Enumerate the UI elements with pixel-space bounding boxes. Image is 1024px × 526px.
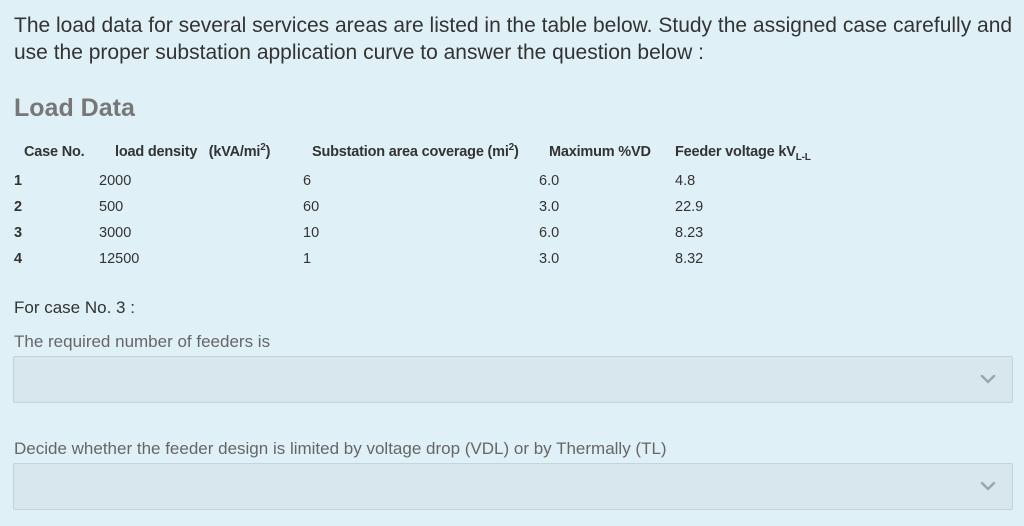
header-load-density-text: load density [115, 144, 198, 160]
question-limit-label: Decide whether the feeder design is limi… [14, 439, 667, 458]
header-coverage-sup: 2 [508, 142, 515, 154]
cell-feeder-voltage: 8.23 [675, 225, 704, 241]
header-feeder-voltage: Feeder voltage kVL-L [675, 144, 811, 163]
cell-feeder-voltage: 22.9 [675, 199, 704, 215]
cell-feeder-voltage: 4.8 [675, 173, 696, 189]
intro-line-1: The load data for several services areas… [14, 14, 1013, 37]
cell-max-vd: 6.0 [539, 173, 560, 189]
cell-load-density: 500 [99, 199, 124, 215]
header-feeder-voltage-sub: L-L [795, 151, 811, 163]
cell-load-density: 12500 [99, 251, 140, 267]
chevron-down-icon [980, 374, 996, 384]
header-coverage-close: ) [514, 144, 519, 160]
cell-coverage: 1 [303, 251, 312, 267]
cell-coverage: 10 [303, 225, 320, 241]
cell-max-vd: 3.0 [539, 251, 560, 267]
cell-case-no: 1 [14, 173, 23, 189]
header-load-density-close: ) [265, 144, 271, 160]
cell-max-vd: 3.0 [539, 199, 560, 215]
header-feeder-voltage-text: Feeder voltage kV [675, 144, 796, 160]
intro-line-2: use the proper substation application cu… [14, 41, 704, 64]
case-prompt: For case No. 3 : [14, 298, 135, 317]
section-title: Load Data [14, 94, 135, 122]
header-load-density-sup: 2 [260, 142, 266, 154]
header-load-density-unit: (kVA/mi [208, 144, 261, 160]
cell-load-density: 2000 [99, 173, 132, 189]
limit-select[interactable] [13, 463, 1013, 510]
header-case-no: Case No. [24, 144, 85, 160]
intro-text: The load data for several services areas… [14, 12, 1014, 66]
cell-coverage: 6 [303, 173, 312, 189]
cell-load-density: 3000 [99, 225, 132, 241]
cell-case-no: 4 [14, 251, 23, 267]
cell-max-vd: 6.0 [539, 225, 560, 241]
header-max-vd: Maximum %VD [549, 144, 651, 160]
cell-feeder-voltage: 8.32 [675, 251, 704, 267]
feeders-select[interactable] [13, 356, 1013, 403]
header-coverage: Substation area coverage (mi2) [312, 142, 519, 160]
cell-case-no: 3 [14, 225, 23, 241]
header-coverage-text: Substation area coverage (mi [312, 144, 509, 160]
cell-coverage: 60 [303, 199, 320, 215]
cell-case-no: 2 [14, 199, 23, 215]
header-load-density: load density (kVA/mi2) [115, 142, 271, 160]
chevron-down-icon [980, 481, 996, 491]
question-feeders-label: The required number of feeders is [14, 332, 271, 351]
